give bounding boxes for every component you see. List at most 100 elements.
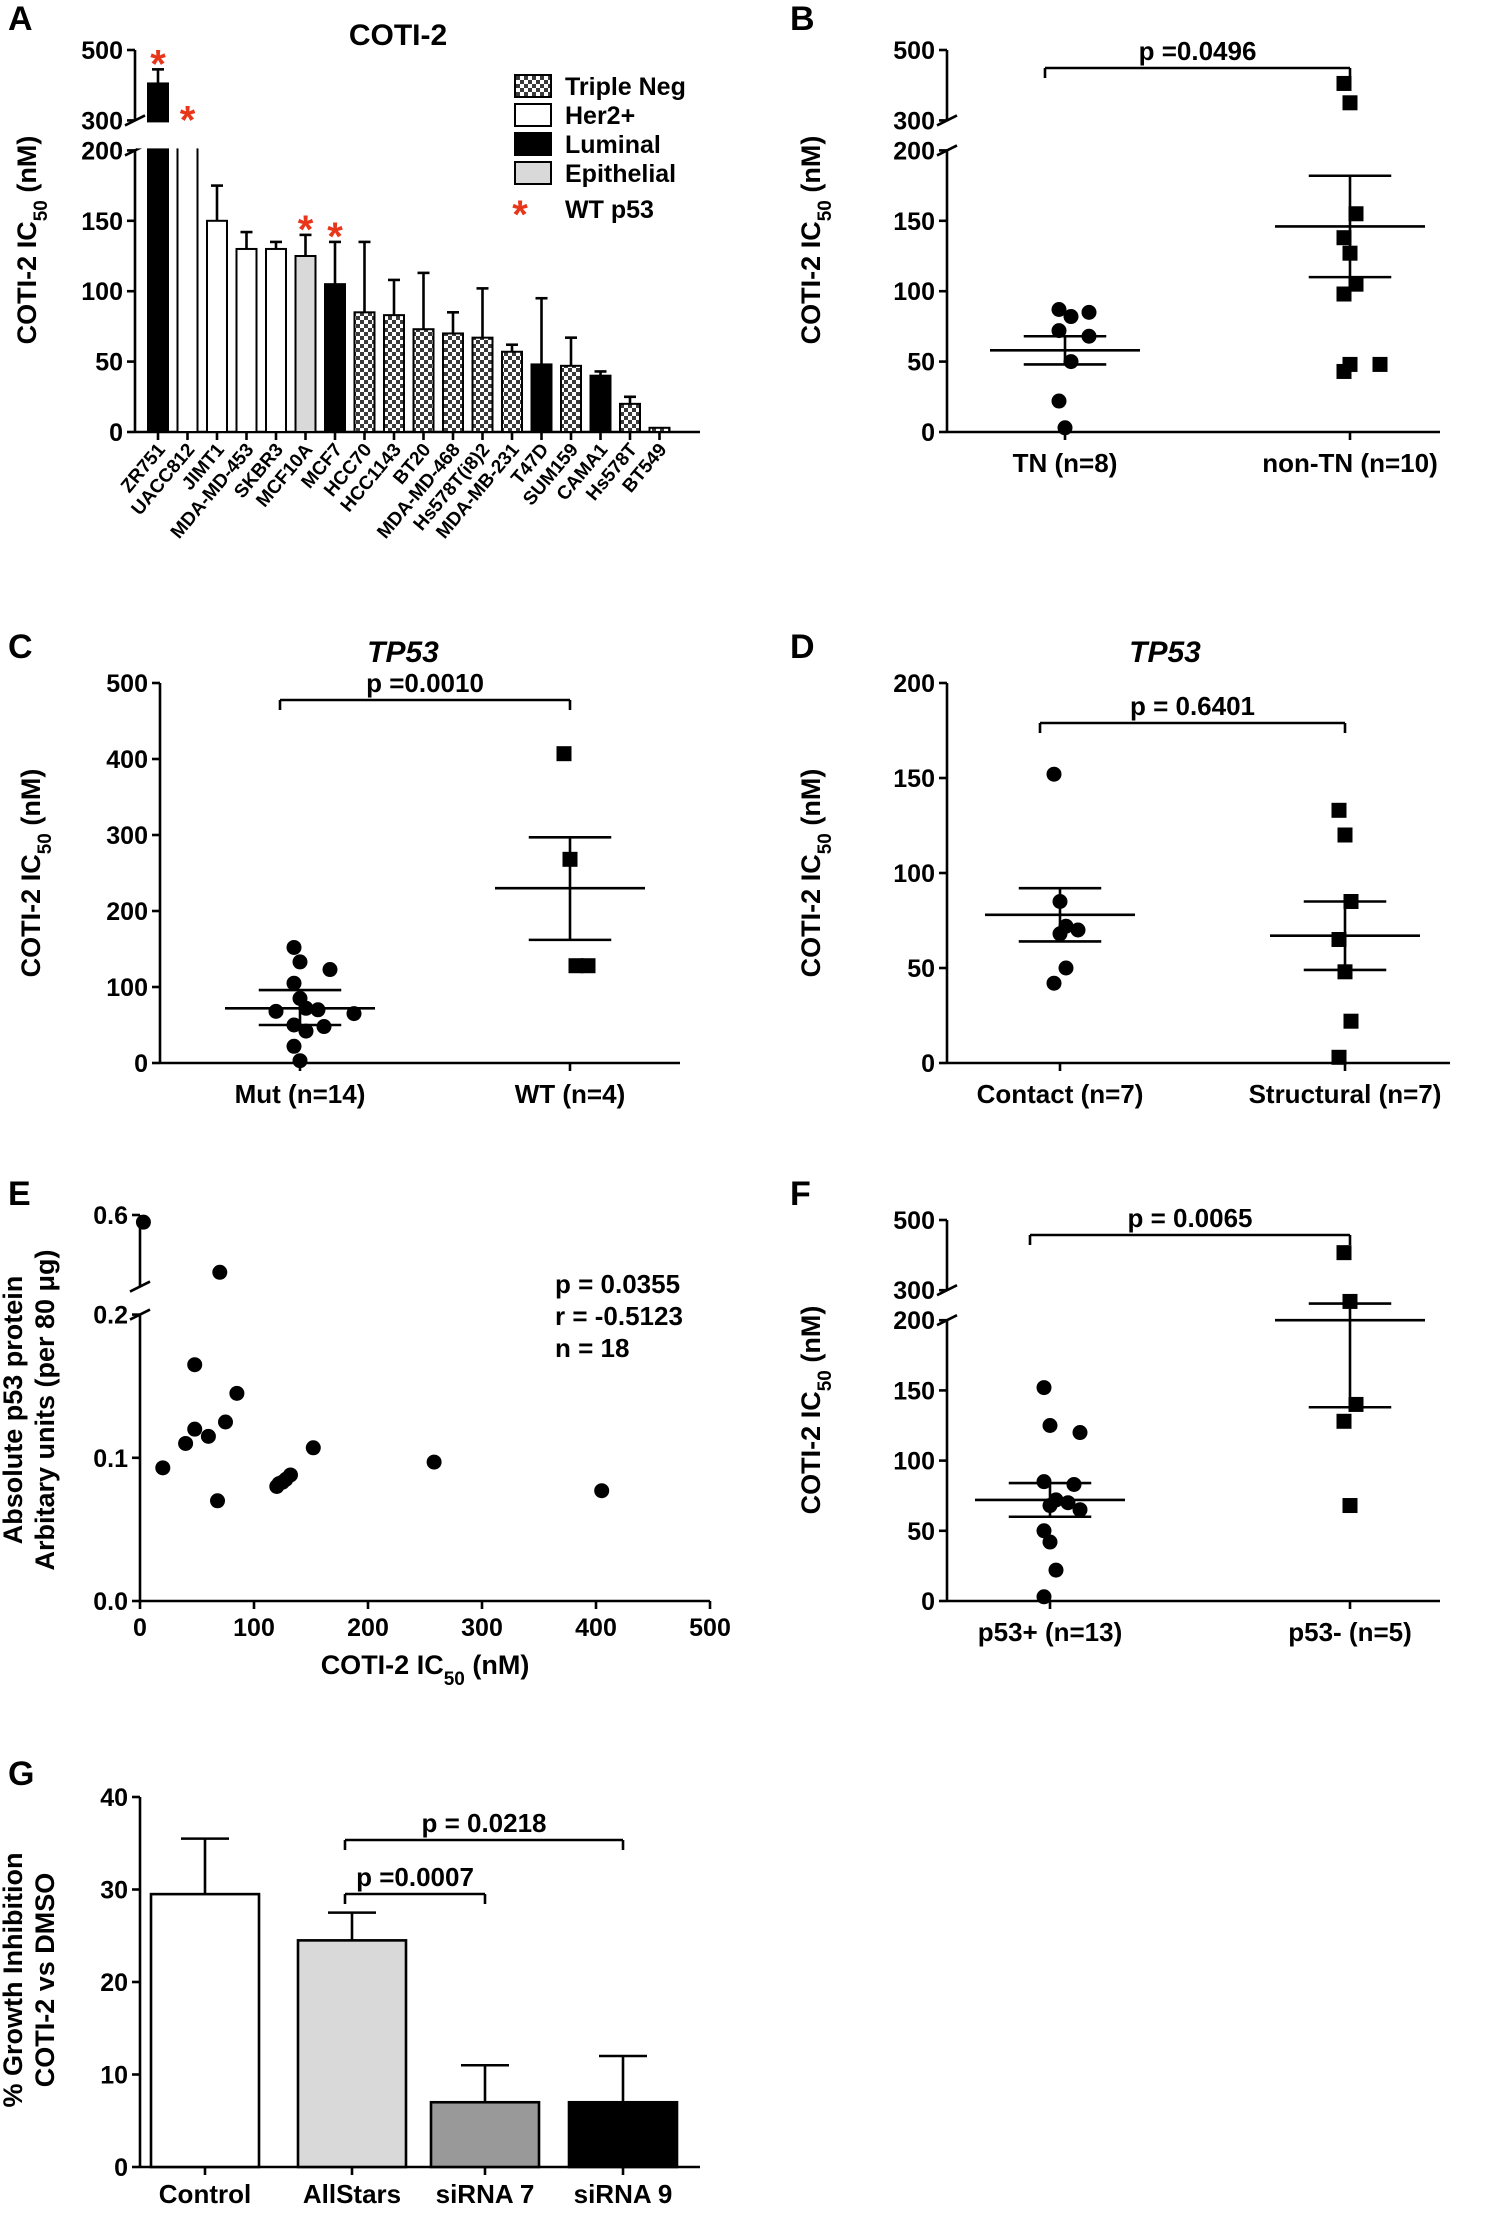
panel-a-bar xyxy=(619,402,641,433)
panel-b-y-tick-label: 100 xyxy=(893,278,935,306)
panel-a-wt-star: * xyxy=(327,215,343,259)
panel-c-y-axis-label: COTI-2 IC50 (nM) xyxy=(16,769,56,978)
panel-b-data-point xyxy=(1336,286,1352,302)
panel-e-stat-label: r = -0.5123 xyxy=(555,1301,683,1331)
panel-b-data-point xyxy=(1051,393,1067,409)
panel-g-x-category-label: AllStars xyxy=(303,2179,401,2209)
panel-d-y-tick-label: 0 xyxy=(921,1050,935,1078)
panel-f-y-axis-label: COTI-2 IC50 (nM) xyxy=(796,1306,836,1515)
panel-c-data-point xyxy=(298,1023,314,1039)
panel-b-y-axis-label: COTI-2 IC50 (nM) xyxy=(796,136,836,345)
panel-b-y-tick-label: 200 xyxy=(893,137,935,165)
panel-a-bar xyxy=(412,328,435,433)
panel-c-data-point xyxy=(346,1006,362,1022)
panel-d-y-axis-label: COTI-2 IC50 (nM) xyxy=(796,769,836,978)
panel-d-title: TP53 xyxy=(1129,636,1201,669)
panel-c-data-point xyxy=(580,958,596,974)
panel-d-data-point xyxy=(1046,975,1062,991)
panel-e-letter: E xyxy=(8,1175,31,1213)
panel-f-data-point xyxy=(1336,1413,1352,1429)
panel-c-data-point xyxy=(292,954,308,970)
panel-g-bar xyxy=(429,2100,541,2169)
panel-f-y-tick-label: 200 xyxy=(893,1307,935,1335)
panel-a-legend-swatch xyxy=(514,74,552,98)
panel-a-title: COTI-2 xyxy=(349,19,447,52)
panel-a-y-tick-label: 200 xyxy=(81,137,123,165)
panel-e-data-point xyxy=(178,1435,194,1451)
panel-d-y-tick-label: 50 xyxy=(907,955,935,983)
panel-f-letter: F xyxy=(790,1175,811,1213)
panel-d-p-value: p = 0.6401 xyxy=(1130,691,1255,721)
panel-e-data-point xyxy=(155,1460,171,1476)
panel-f-y-tick-label: 500 xyxy=(893,1207,935,1235)
panel-c-y-tick-label: 300 xyxy=(106,822,148,850)
panel-b-data-point xyxy=(1342,95,1358,111)
panel-f-data-point xyxy=(1042,1534,1058,1550)
panel-e-chart: 0.0 0.1 0.2 0.6 0 100 200 300 400 500 COTI-2 IC50 … xyxy=(0,1202,731,1690)
panel-b-data-point xyxy=(1051,323,1067,339)
panel-a-wt-star: * xyxy=(298,208,314,252)
panel-c-y-tick-label: 200 xyxy=(106,898,148,926)
panel-c-data-point xyxy=(556,746,572,762)
panel-f-data-point xyxy=(1042,1418,1058,1433)
panel-c-data-point xyxy=(310,1002,326,1018)
panel-g-x-category-label: Control xyxy=(159,2179,251,2209)
panel-f-x-category-label: p53- (n=5) xyxy=(1288,1617,1412,1647)
panel-d-data-point xyxy=(1331,1049,1347,1065)
panel-f-y-tick-label: 0 xyxy=(921,1588,935,1616)
panel-g-p-value: p =0.0007 xyxy=(356,1862,474,1892)
panel-c-title: TP53 xyxy=(367,636,439,669)
panel-g-y-tick-label: 10 xyxy=(100,2062,128,2090)
panel-d-y-tick-label: 100 xyxy=(893,860,935,888)
panel-d-y-tick-label: 200 xyxy=(893,670,935,698)
panel-b-data-point xyxy=(1336,230,1352,246)
panel-f-data-point xyxy=(1048,1562,1064,1578)
panel-b-p-value: p =0.0496 xyxy=(1139,36,1257,66)
panel-a-bar xyxy=(530,363,553,433)
panel-d-data-point xyxy=(1337,964,1353,980)
panel-g-bar xyxy=(149,1892,261,2169)
panel-f-data-point xyxy=(1072,1425,1088,1441)
panel-f-data-point xyxy=(1066,1476,1082,1492)
panel-d-chart: TP53 0 50 100 150 200 Contact (n=7) Structural … xyxy=(796,636,1450,1109)
panel-c-x-category-label: Mut (n=14) xyxy=(235,1079,366,1109)
panel-e-x-axis-label: COTI-2 IC50 (nM) xyxy=(321,1650,530,1690)
panel-c-x-category-label: WT (n=4) xyxy=(515,1079,626,1109)
panel-b-letter: B xyxy=(790,0,815,38)
panel-e-data-point xyxy=(200,1428,216,1444)
panel-a-legend-label: Epithelial xyxy=(565,160,676,188)
panel-a-legend-label: Triple Neg xyxy=(565,73,686,101)
panel-d-data-point xyxy=(1337,827,1353,843)
panel-e-data-point xyxy=(269,1478,285,1494)
panel-g-bar xyxy=(296,1939,408,2169)
panel-g-y-axis-label: % Growth Inhibition xyxy=(0,1853,28,2108)
panel-d-data-point xyxy=(1058,960,1074,976)
panel-a-bar xyxy=(176,129,199,434)
panel-a-bar xyxy=(648,426,671,434)
panel-a-y-tick-label: 300 xyxy=(81,107,123,135)
panel-d-x-category-label: Structural (n=7) xyxy=(1249,1079,1442,1109)
panel-a-bar xyxy=(442,332,464,433)
panel-d-data-point xyxy=(1343,1013,1359,1029)
panel-c-data-point xyxy=(286,939,302,955)
panel-c-data-point xyxy=(316,1019,332,1035)
panel-b-data-point xyxy=(1063,309,1079,325)
panel-e-x-tick-label: 400 xyxy=(575,1614,617,1642)
panel-a-legend-label: Luminal xyxy=(565,131,661,159)
panel-e-data-point xyxy=(218,1414,233,1430)
panel-e-data-point xyxy=(594,1483,610,1499)
panel-c-data-point xyxy=(268,1003,284,1019)
panel-g-x-category-label: siRNA 7 xyxy=(436,2179,535,2209)
panel-f-p-value: p = 0.0065 xyxy=(1127,1203,1252,1233)
panel-b-y-tick-label: 500 xyxy=(893,37,935,65)
panel-b-x-category-label: non-TN (n=10) xyxy=(1262,448,1438,478)
panel-b-data-point xyxy=(1336,363,1352,379)
panel-a-legend-swatch xyxy=(514,132,552,156)
panel-c-y-tick-label: 500 xyxy=(106,670,148,698)
panel-e-y-tick-label: 0.2 xyxy=(93,1302,128,1330)
panel-f-data-point xyxy=(1342,1293,1358,1309)
panel-d-data-point xyxy=(1046,766,1062,782)
panel-g-chart: 0 10 20 30 40 % Growth Inhibition COTI-2 vs DM… xyxy=(0,1784,700,2209)
panel-c-data-point xyxy=(286,1038,302,1054)
